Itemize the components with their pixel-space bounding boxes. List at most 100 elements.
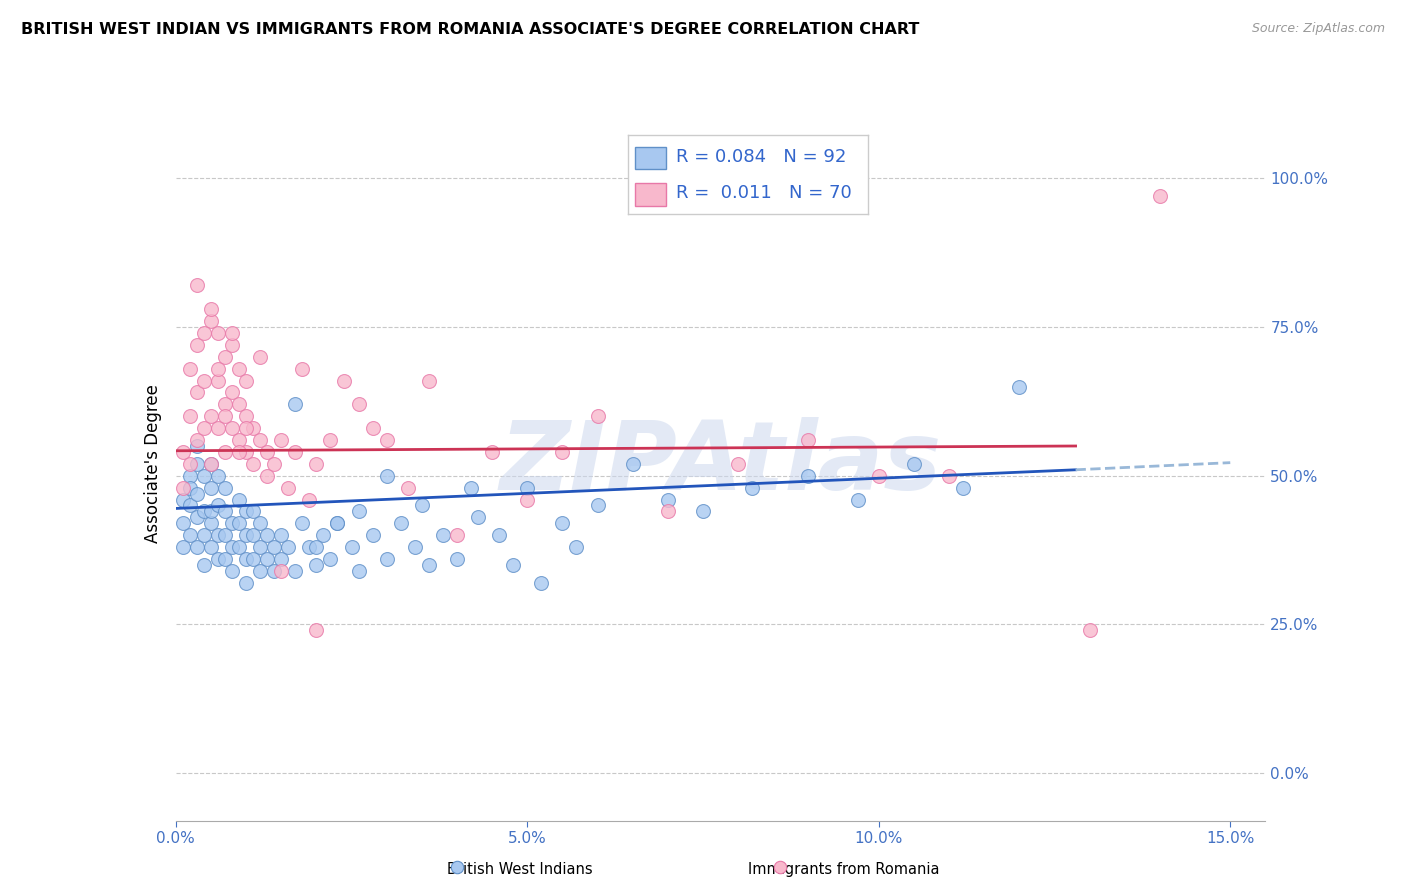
Point [172, 445, 194, 459]
Text: R = 0.084   N = 92: R = 0.084 N = 92 [676, 148, 846, 166]
Point [846, 492, 869, 507]
Text: Source: ZipAtlas.com: Source: ZipAtlas.com [1251, 22, 1385, 36]
Point [326, 516, 349, 531]
Point [200, 516, 222, 531]
Point [242, 552, 264, 566]
Point [200, 409, 222, 424]
Point [446, 552, 468, 566]
Point [284, 445, 307, 459]
Point [270, 433, 292, 447]
Point [347, 504, 370, 518]
Point [249, 564, 271, 578]
Point [361, 528, 384, 542]
Point [193, 326, 215, 340]
FancyBboxPatch shape [636, 184, 666, 205]
Point [207, 421, 229, 435]
Point [621, 457, 644, 471]
Point [207, 552, 229, 566]
Point [179, 528, 201, 542]
Point [235, 552, 257, 566]
Point [551, 516, 574, 531]
Point [221, 540, 243, 554]
Point [530, 575, 553, 590]
Point [340, 540, 363, 554]
Point [586, 499, 609, 513]
Point [235, 504, 257, 518]
Point [389, 516, 412, 531]
Point [263, 564, 285, 578]
Point [249, 516, 271, 531]
Point [291, 516, 314, 531]
Point [228, 516, 250, 531]
Point [207, 361, 229, 376]
Point [186, 457, 208, 471]
Y-axis label: Associate's Degree: Associate's Degree [143, 384, 162, 543]
Point [460, 481, 482, 495]
Point [186, 338, 208, 352]
Point [516, 481, 538, 495]
Point [179, 457, 201, 471]
Point [291, 361, 314, 376]
Point [375, 552, 398, 566]
Point [769, 860, 792, 874]
Point [446, 528, 468, 542]
Point [186, 540, 208, 554]
Point [305, 540, 328, 554]
Point [797, 468, 820, 483]
Point [179, 409, 201, 424]
Point [242, 457, 264, 471]
Point [952, 481, 974, 495]
Point [179, 499, 201, 513]
Point [221, 421, 243, 435]
Point [214, 528, 236, 542]
Text: R =  0.011   N = 70: R = 0.011 N = 70 [676, 184, 852, 202]
Point [193, 468, 215, 483]
Point [207, 499, 229, 513]
Point [200, 481, 222, 495]
Point [249, 540, 271, 554]
Point [284, 564, 307, 578]
Point [396, 481, 419, 495]
Point [193, 528, 215, 542]
Point [256, 445, 278, 459]
Point [207, 528, 229, 542]
Point [446, 860, 468, 874]
Point [221, 326, 243, 340]
Point [228, 445, 250, 459]
Point [228, 433, 250, 447]
Point [1149, 189, 1171, 203]
Point [284, 397, 307, 411]
Point [692, 504, 714, 518]
Point [235, 421, 257, 435]
Point [221, 564, 243, 578]
Point [797, 433, 820, 447]
Point [1078, 624, 1101, 638]
Point [263, 540, 285, 554]
Point [565, 540, 588, 554]
Point [938, 468, 960, 483]
Point [235, 409, 257, 424]
Point [277, 540, 299, 554]
Point [200, 540, 222, 554]
Point [214, 409, 236, 424]
Point [305, 558, 328, 572]
Point [488, 528, 510, 542]
Point [172, 481, 194, 495]
Point [298, 492, 321, 507]
Point [242, 421, 264, 435]
Point [256, 528, 278, 542]
Point [179, 361, 201, 376]
Point [207, 468, 229, 483]
Point [270, 564, 292, 578]
Point [221, 385, 243, 400]
Point [347, 564, 370, 578]
Text: ZIPAtlas: ZIPAtlas [499, 417, 942, 510]
Point [657, 492, 679, 507]
Point [172, 540, 194, 554]
Point [221, 516, 243, 531]
Point [193, 558, 215, 572]
Point [228, 397, 250, 411]
Point [200, 504, 222, 518]
Point [319, 552, 342, 566]
Point [375, 468, 398, 483]
